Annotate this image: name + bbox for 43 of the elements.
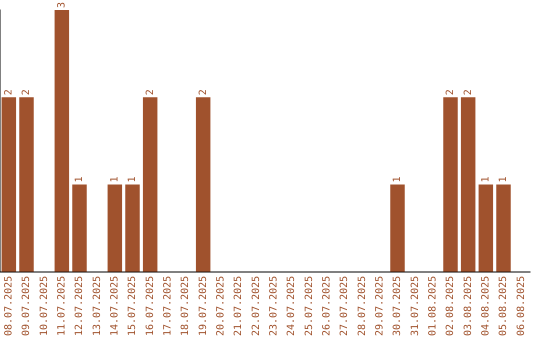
x-tick-label: 12.07.2025 (74, 276, 86, 336)
x-tick-label: 18.07.2025 (180, 276, 192, 336)
x-tick-label: 28.07.2025 (356, 276, 368, 336)
data-label: 2 (445, 89, 456, 96)
x-tick-label: 26.07.2025 (321, 276, 332, 336)
x-tick-label: 04.08.2025 (480, 276, 492, 336)
x-tick-label: 09.07.2025 (21, 276, 32, 336)
x-tick-label: 08.07.2025 (3, 276, 14, 336)
x-tick-label: 17.07.2025 (162, 276, 174, 336)
data-label: 1 (127, 176, 138, 183)
data-label: 1 (392, 176, 404, 183)
data-label: 2 (462, 89, 474, 96)
x-tick-label: 22.07.2025 (250, 276, 262, 336)
data-label: 1 (109, 176, 120, 183)
x-tick-label: 31.07.2025 (410, 276, 421, 336)
data-label: 2 (3, 89, 14, 96)
data-label: 2 (21, 89, 32, 96)
x-tick-label: 05.08.2025 (498, 276, 510, 336)
x-tick-label: 30.07.2025 (392, 276, 404, 336)
x-tick-label: 16.07.2025 (144, 276, 156, 336)
x-tick-label: 10.07.2025 (38, 276, 50, 336)
x-tick-label: 03.08.2025 (462, 276, 474, 336)
x-tick-label: 29.07.2025 (374, 276, 386, 336)
x-tick-label: 20.07.2025 (215, 276, 226, 336)
x-tick-label: 24.07.2025 (286, 276, 298, 336)
data-label: 2 (198, 89, 209, 96)
x-tick-label: 14.07.2025 (109, 276, 120, 336)
x-tick-label: 15.07.2025 (127, 276, 138, 336)
x-tick-label: 01.08.2025 (427, 276, 438, 336)
x-tick-label: 13.07.2025 (92, 276, 103, 336)
x-tick-label: 25.07.2025 (304, 276, 315, 336)
data-label: 1 (74, 176, 86, 183)
x-tick-label: 19.07.2025 (198, 276, 209, 336)
x-tick-label: 27.07.2025 (339, 276, 350, 336)
x-tick-label: 02.08.2025 (445, 276, 456, 336)
data-label: 1 (498, 176, 510, 183)
x-tick-label: 06.08.2025 (516, 276, 527, 336)
data-label: 2 (144, 89, 156, 96)
data-label: 1 (480, 176, 492, 183)
x-tick-label: 11.07.2025 (56, 276, 68, 336)
x-tick-label: 21.07.2025 (233, 276, 244, 336)
x-tick-label: 23.07.2025 (268, 276, 280, 336)
data-label: 3 (56, 2, 68, 8)
